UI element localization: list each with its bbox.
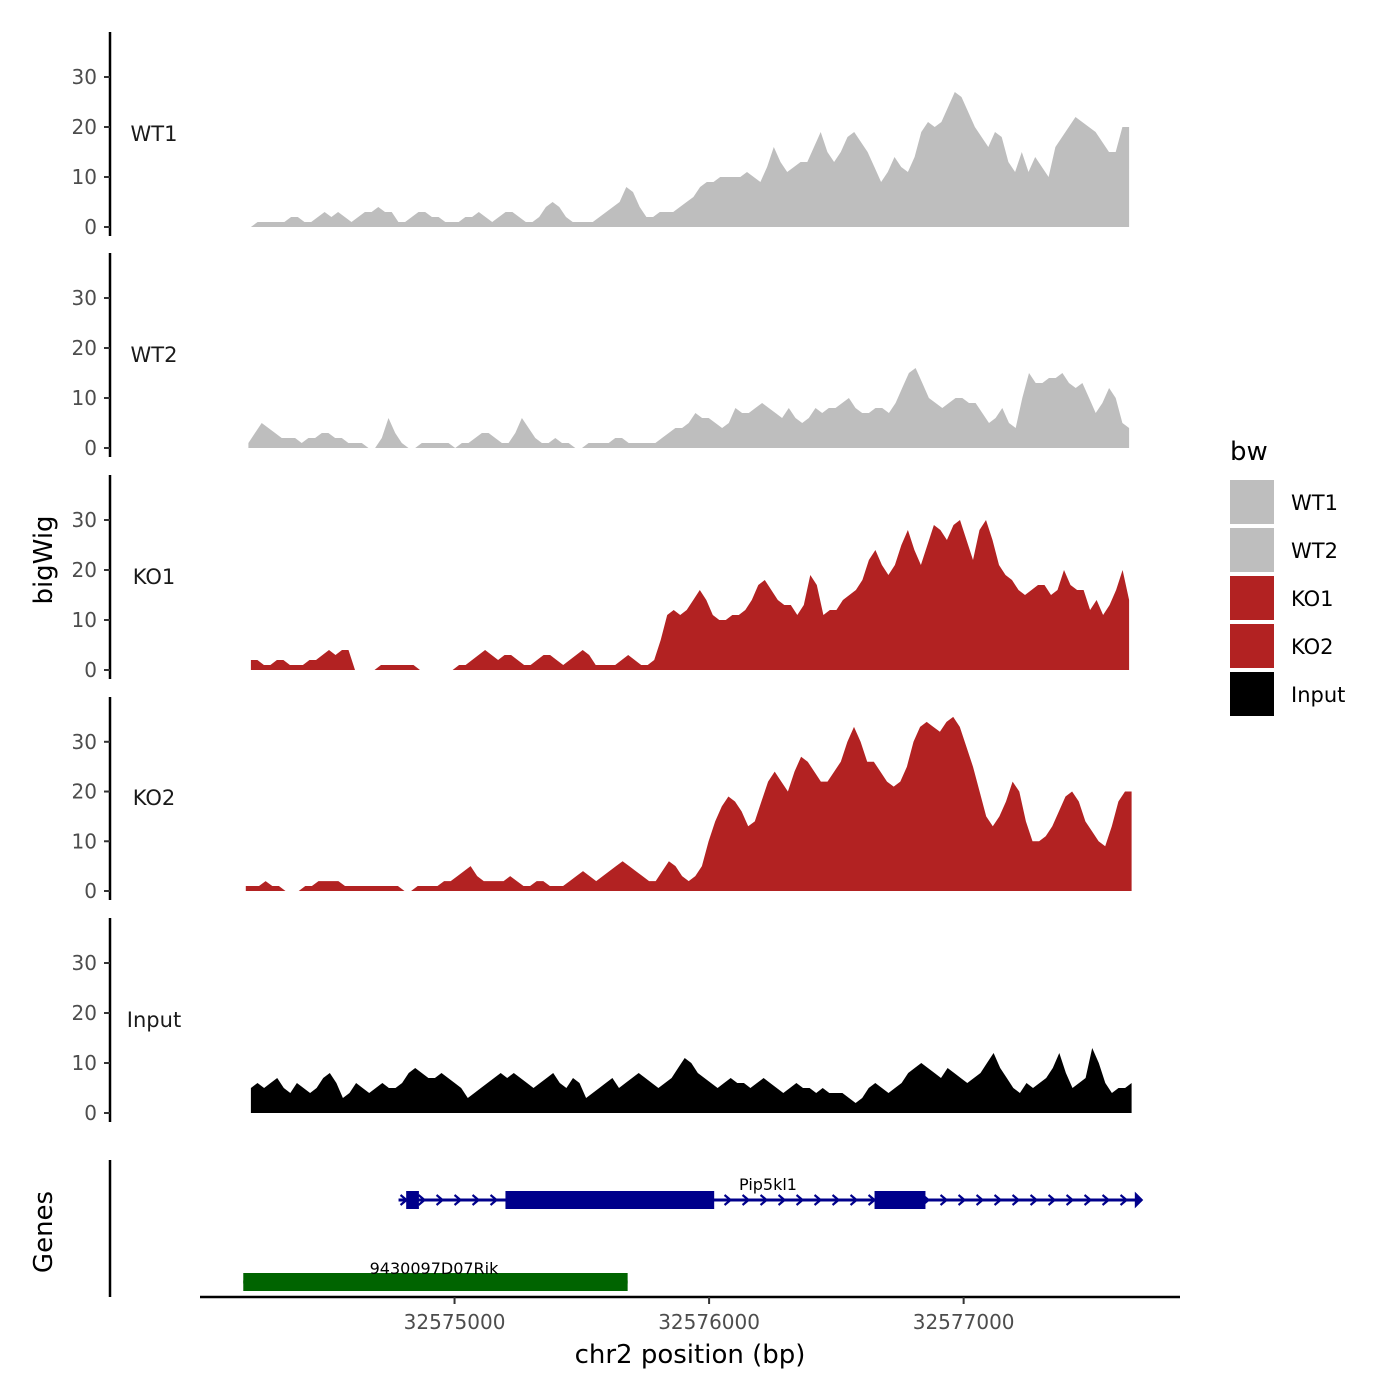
y-tick-label: 10 (72, 1051, 97, 1075)
track-ko1: 0 10 20 30 KO1 (72, 475, 1130, 682)
strand-arrow (1047, 1194, 1057, 1206)
x-tick-label: 32577000 (913, 1310, 1015, 1334)
y-tick-label: 20 (72, 780, 97, 804)
y-axis-title: bigWig (29, 515, 59, 604)
y-tick-label: 20 (72, 1001, 97, 1025)
legend: bw WT1 WT2 KO1 KO2 Input (1230, 437, 1345, 716)
strand-arrow (939, 1194, 949, 1206)
strand-arrow-end (1134, 1191, 1144, 1209)
gene-exon (874, 1191, 926, 1209)
legend-key-ko1 (1230, 576, 1274, 620)
track-ko2: 0 10 20 30 KO2 (72, 697, 1132, 903)
gene-label: 9430097D07Rik (370, 1259, 500, 1278)
gene-exon (243, 1273, 628, 1291)
legend-label: WT2 (1291, 539, 1338, 563)
y-tick-label: 20 (72, 558, 97, 582)
track-label: WT1 (131, 122, 178, 146)
y-tick-label: 10 (72, 829, 97, 853)
tracks-layer: 0 10 20 30 WT1 0 10 20 30 WT2 0 10 20 30 KO1 0 10 20 30 KO2… (72, 32, 1132, 1125)
x-tick-label: 32576000 (658, 1310, 760, 1334)
genes-axis-title: Genes (29, 1191, 59, 1273)
strand-arrow (831, 1194, 841, 1206)
track-label: Input (127, 1008, 181, 1032)
legend-key-ko2 (1230, 624, 1274, 668)
strand-arrow (777, 1194, 787, 1206)
y-tick-label: 20 (72, 115, 97, 139)
track-label: KO2 (133, 786, 176, 810)
legend-label: KO1 (1291, 587, 1334, 611)
strand-arrow (993, 1194, 1003, 1206)
y-tick-label: 30 (72, 286, 97, 310)
strand-arrow (849, 1194, 859, 1206)
track-label: WT2 (131, 343, 178, 367)
gene-exon (406, 1191, 419, 1209)
legend-key-wt1 (1230, 480, 1274, 524)
strand-arrow (723, 1194, 733, 1206)
legend-key-wt2 (1230, 528, 1274, 572)
legend-title: bw (1230, 437, 1268, 467)
coverage-area-wt1 (250, 92, 1130, 227)
y-tick-label: 0 (84, 1101, 97, 1125)
x-axis: 32575000 32576000 32577000 (200, 1295, 1180, 1334)
strand-arrow (435, 1194, 445, 1206)
strand-arrow (1119, 1194, 1129, 1206)
strand-arrow (741, 1194, 751, 1206)
y-tick-label: 10 (72, 165, 97, 189)
strand-arrow (489, 1194, 499, 1206)
y-tick-label: 10 (72, 608, 97, 632)
strand-arrow (795, 1194, 805, 1206)
y-tick-label: 10 (72, 386, 97, 410)
strand-arrow (1101, 1194, 1111, 1206)
strand-arrow (975, 1194, 985, 1206)
strand-arrow (1029, 1194, 1039, 1206)
strand-arrow (813, 1194, 823, 1206)
legend-key-input (1230, 672, 1274, 716)
gene-pip5kl1: Pip5kl1 (398, 1175, 1144, 1209)
coverage-area-ko2 (245, 716, 1132, 891)
y-tick-label: 20 (72, 336, 97, 360)
gene-9430097d07rik: 9430097D07Rik (243, 1259, 628, 1291)
strand-arrow (1065, 1194, 1075, 1206)
track-label: KO1 (133, 565, 176, 589)
track-wt2: 0 10 20 30 WT2 (72, 253, 1130, 460)
legend-label: WT1 (1291, 491, 1338, 515)
x-tick-label: 32575000 (404, 1310, 506, 1334)
y-tick-label: 30 (72, 951, 97, 975)
track-wt1: 0 10 20 30 WT1 (72, 32, 1130, 239)
strand-arrow (867, 1194, 877, 1206)
coverage-area-ko1 (250, 520, 1130, 670)
coverage-area-input (250, 1048, 1132, 1113)
y-tick-label: 0 (84, 215, 97, 239)
x-axis-title: chr2 position (bp) (575, 1340, 806, 1370)
strand-arrow (957, 1194, 967, 1206)
strand-arrow (1083, 1194, 1093, 1206)
strand-arrow (1011, 1194, 1021, 1206)
y-tick-label: 0 (84, 658, 97, 682)
strand-arrow (759, 1194, 769, 1206)
y-tick-label: 30 (72, 65, 97, 89)
y-tick-label: 0 (84, 879, 97, 903)
y-tick-label: 30 (72, 730, 97, 754)
strand-arrow (417, 1194, 427, 1206)
strand-arrow (453, 1194, 463, 1206)
legend-label: Input (1291, 683, 1345, 707)
strand-arrow (471, 1194, 481, 1206)
gene-exon (505, 1191, 715, 1209)
y-tick-label: 0 (84, 436, 97, 460)
track-input: 0 10 20 30 Input (72, 918, 1132, 1125)
coverage-area-wt2 (248, 368, 1130, 448)
legend-label: KO2 (1291, 635, 1334, 659)
genes-layer: Pip5kl1 9430097D07Rik (108, 1160, 1144, 1297)
y-tick-label: 30 (72, 508, 97, 532)
gene-label: Pip5kl1 (739, 1175, 797, 1194)
